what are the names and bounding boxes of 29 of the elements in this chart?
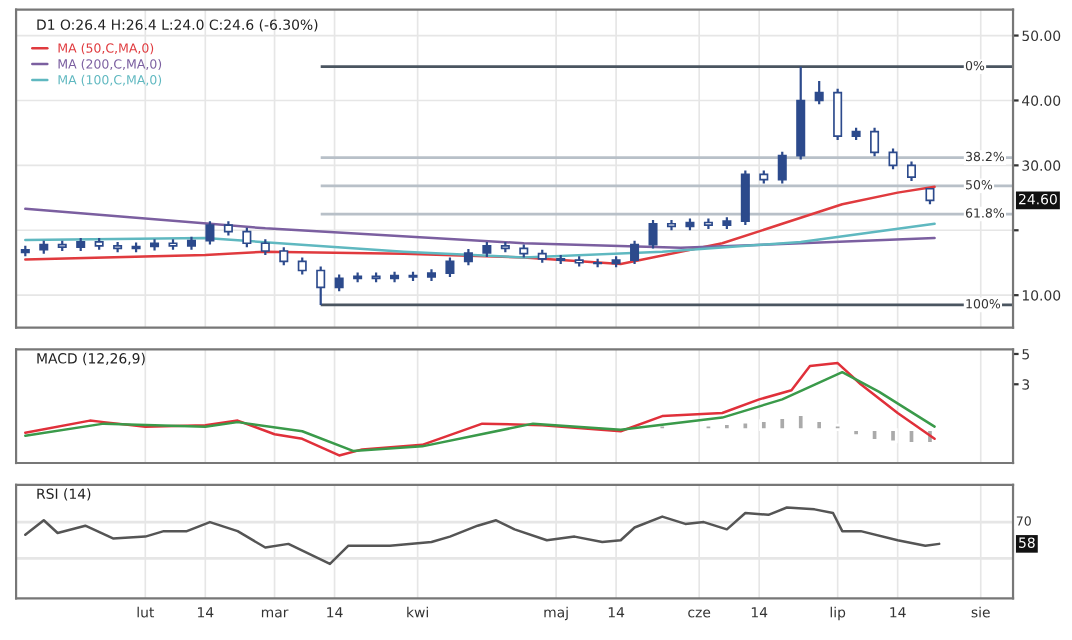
bar [703,423,714,432]
line-series [24,185,936,266]
candlestick [870,126,880,158]
candlestick [777,150,787,185]
bar [906,428,917,445]
bar [833,423,843,432]
candlestick [648,218,658,250]
candlestick [205,220,215,246]
bar [869,428,880,442]
candlestick [814,79,824,106]
candlestick [833,87,843,142]
candlestick [279,246,289,267]
bar [796,413,806,432]
candlestick [906,160,917,183]
candlestick [630,239,640,266]
candlestick [445,256,455,279]
line-series [24,207,936,250]
bar [740,420,750,432]
bar [888,428,898,444]
bar [777,416,787,432]
candlestick [740,169,750,227]
bar [722,422,732,432]
bar [851,428,861,438]
bar [759,419,769,432]
bar [814,419,824,432]
candlestick [242,226,252,249]
line-series [24,222,936,259]
candlestick [316,265,326,307]
candlestick [888,147,898,171]
